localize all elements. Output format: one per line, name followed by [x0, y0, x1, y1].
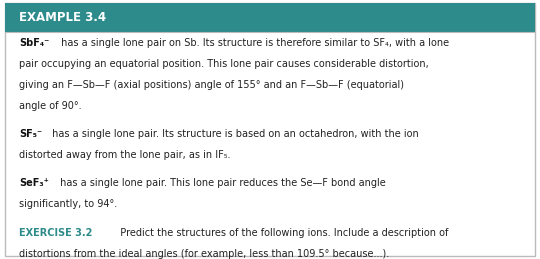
- FancyBboxPatch shape: [5, 3, 535, 32]
- Text: has a single lone pair. Its structure is based on an octahedron, with the ion: has a single lone pair. Its structure is…: [49, 129, 419, 139]
- Text: SF₅⁻: SF₅⁻: [19, 129, 42, 139]
- FancyBboxPatch shape: [5, 3, 535, 256]
- Text: EXERCISE 3.2: EXERCISE 3.2: [19, 228, 92, 238]
- Text: significantly, to 94°.: significantly, to 94°.: [19, 199, 117, 209]
- Text: has a single lone pair on Sb. Its structure is therefore similar to SF₄, with a : has a single lone pair on Sb. Its struct…: [58, 38, 449, 48]
- Text: EXAMPLE 3.4: EXAMPLE 3.4: [19, 11, 106, 24]
- Text: pair occupying an equatorial position. This lone pair causes considerable distor: pair occupying an equatorial position. T…: [19, 59, 429, 69]
- Text: giving an F—Sb—F (axial positions) angle of 155° and an F—Sb—F (equatorial): giving an F—Sb—F (axial positions) angle…: [19, 80, 404, 90]
- Text: SbF₄⁻: SbF₄⁻: [19, 38, 49, 48]
- Text: distorted away from the lone pair, as in IF₅.: distorted away from the lone pair, as in…: [19, 150, 231, 160]
- Text: angle of 90°.: angle of 90°.: [19, 101, 82, 111]
- Text: SeF₃⁺: SeF₃⁺: [19, 178, 49, 188]
- Text: distortions from the ideal angles (for example, less than 109.5° because...).: distortions from the ideal angles (for e…: [19, 249, 389, 259]
- Text: has a single lone pair. This lone pair reduces the Se—F bond angle: has a single lone pair. This lone pair r…: [57, 178, 386, 188]
- Text: Predict the structures of the following ions. Include a description of: Predict the structures of the following …: [113, 228, 448, 238]
